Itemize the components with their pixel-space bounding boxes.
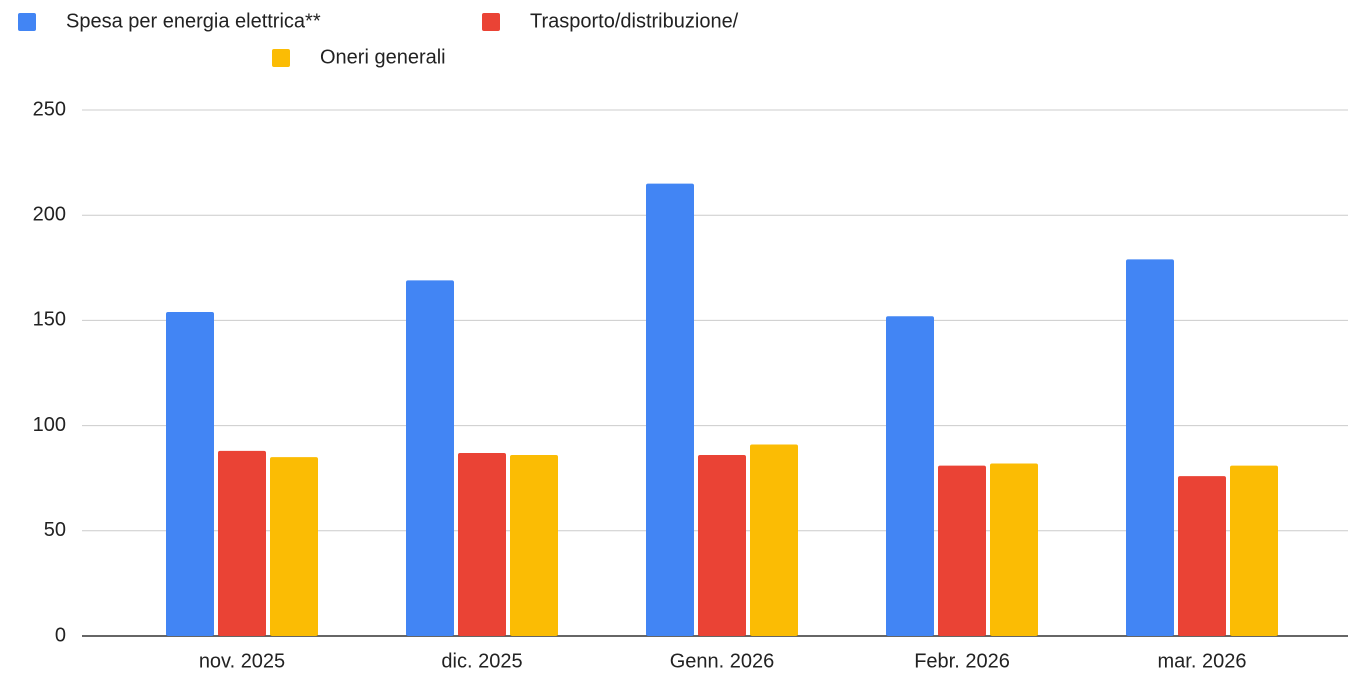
bar — [1230, 465, 1278, 636]
legend-swatch — [482, 13, 500, 31]
bar — [166, 311, 214, 636]
bar — [990, 463, 1038, 636]
x-tick-label: nov. 2025 — [199, 650, 285, 672]
legend-swatch — [272, 49, 290, 67]
bar — [938, 465, 986, 636]
y-tick-label: 250 — [33, 98, 66, 120]
legend-label: Trasporto/distribuzione/ — [530, 10, 739, 32]
y-tick-label: 200 — [33, 203, 66, 225]
x-tick-label: mar. 2026 — [1158, 650, 1247, 672]
bar — [646, 183, 694, 636]
bar — [750, 444, 798, 636]
bar — [1178, 476, 1226, 636]
bar — [270, 457, 318, 636]
bar — [218, 450, 266, 636]
x-tick-label: Febr. 2026 — [914, 650, 1010, 672]
bar — [406, 280, 454, 636]
x-tick-label: Genn. 2026 — [670, 650, 775, 672]
bar — [458, 452, 506, 636]
bar — [698, 455, 746, 636]
x-tick-label: dic. 2025 — [441, 650, 522, 672]
bar — [886, 316, 934, 636]
y-tick-label: 150 — [33, 309, 66, 331]
y-tick-label: 0 — [55, 624, 66, 646]
legend-label: Oneri generali — [320, 46, 446, 68]
y-tick-label: 50 — [44, 519, 66, 541]
bar — [1126, 259, 1174, 636]
legend-swatch — [18, 13, 36, 31]
legend-label: Spesa per energia elettrica** — [66, 10, 321, 32]
y-tick-label: 100 — [33, 414, 66, 436]
bar — [510, 455, 558, 636]
